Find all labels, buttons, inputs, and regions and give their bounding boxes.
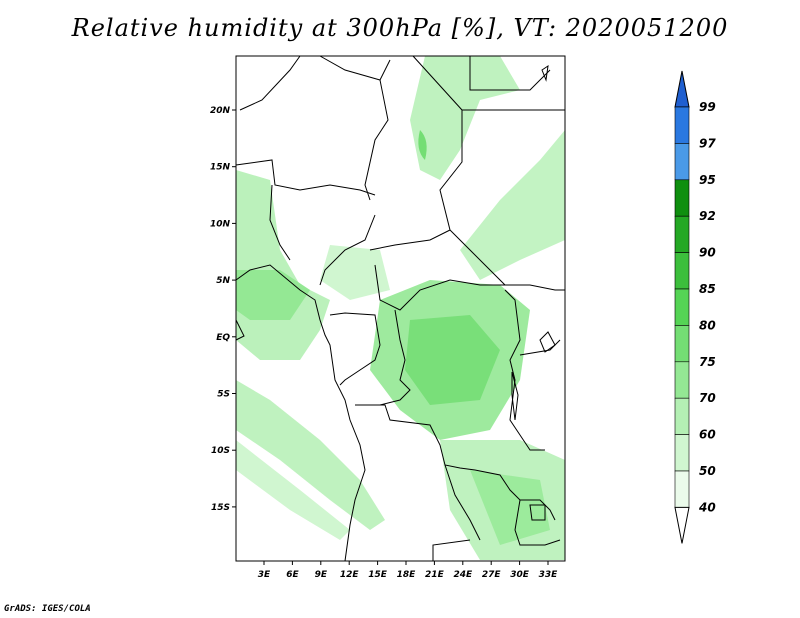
- chart-title: Relative humidity at 300hPa [%], VT: 202…: [71, 14, 729, 42]
- colorbar-segment: [674, 361, 690, 399]
- colorbar-top-triangle: [674, 70, 690, 108]
- colorbar-segment: [674, 106, 690, 144]
- colorbar-label: 92: [699, 209, 716, 223]
- lat-label: 20N: [210, 106, 231, 116]
- lon-label: 6E: [286, 570, 299, 580]
- colorbar-segment: [674, 397, 690, 435]
- lon-label: 15E: [368, 570, 388, 580]
- colorbar-label: 40: [698, 500, 716, 514]
- map-frame: [235, 55, 566, 562]
- lon-label: 9E: [315, 570, 328, 580]
- colorbar-label: 90: [699, 246, 716, 260]
- lon-label: 21E: [425, 570, 445, 580]
- lat-label: EQ: [216, 333, 230, 343]
- lat-label: 5N: [216, 276, 230, 286]
- lon-label: 18E: [397, 570, 417, 580]
- colorbar-segment: [674, 434, 690, 472]
- credit-label: GrADS: IGES/COLA: [4, 604, 91, 614]
- colorbar-segment: [674, 325, 690, 363]
- lon-label: 24E: [453, 570, 473, 580]
- colorbar-label: 60: [699, 428, 716, 442]
- colorbar-segment: [674, 143, 690, 181]
- colorbar-label: 99: [699, 100, 716, 114]
- lat-label: 15S: [211, 503, 230, 513]
- lat-label: 10N: [210, 219, 231, 229]
- lat-label: 5S: [217, 390, 230, 400]
- colorbar-segment: [674, 288, 690, 326]
- lakes: [511, 64, 556, 521]
- colorbar-label: 75: [699, 355, 716, 369]
- colorbar-segment: [674, 179, 690, 217]
- colorbar-label: 70: [699, 391, 716, 405]
- longitude-axis: 3E 6E 9E 12E 15E 18E 21E 24E 27E 30E 33E: [258, 561, 558, 580]
- latitude-axis: 20N 15N 10N 5N EQ 5S 10S 15S: [210, 106, 236, 513]
- lat-label: 10S: [211, 446, 230, 456]
- lon-label: 12E: [340, 570, 360, 580]
- colorbar-label: 97: [699, 136, 716, 150]
- lon-label: 30E: [510, 570, 530, 580]
- colorbar-segment: [674, 470, 690, 508]
- colorbar-bottom-triangle: [674, 506, 690, 544]
- colorbar-segment: [674, 215, 690, 253]
- lat-label: 15N: [210, 163, 231, 173]
- colorbar-label: 95: [699, 173, 716, 187]
- humidity-field: [236, 56, 565, 560]
- lon-label: 33E: [539, 570, 559, 580]
- lon-label: 3E: [258, 570, 271, 580]
- colorbar-label: 50: [699, 464, 716, 478]
- colorbar: 99 97 95 92 90 85 80 75 70 60 50 40: [674, 70, 716, 544]
- colorbar-label: 80: [699, 318, 716, 332]
- lon-label: 27E: [482, 570, 502, 580]
- coastline-and-borders: [235, 55, 565, 562]
- colorbar-segment: [674, 252, 690, 290]
- colorbar-label: 85: [699, 282, 716, 296]
